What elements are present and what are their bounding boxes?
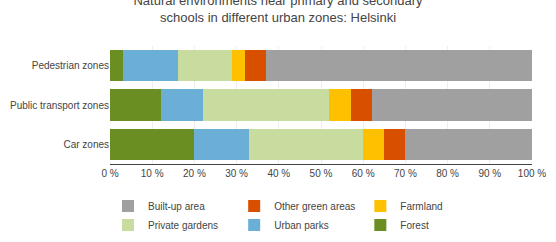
svg-text:Private gardens: Private gardens — [148, 220, 218, 231]
svg-text:Other green areas: Other green areas — [274, 201, 355, 212]
svg-text:Natural environments near prim: Natural environments near primary and se… — [133, 0, 423, 25]
svg-text:0 %: 0 % — [101, 168, 118, 179]
svg-text:Forest: Forest — [400, 220, 429, 231]
svg-text:100 %: 100 % — [518, 168, 546, 179]
svg-text:40 %: 40 % — [267, 168, 290, 179]
svg-text:60 %: 60 % — [352, 168, 375, 179]
svg-text:Pedestrian zones: Pedestrian zones — [32, 60, 109, 71]
svg-text:50 %: 50 % — [310, 168, 333, 179]
svg-text:Farmland: Farmland — [400, 201, 442, 212]
svg-text:90 %: 90 % — [478, 168, 501, 179]
svg-text:30 %: 30 % — [225, 168, 248, 179]
svg-text:80 %: 80 % — [436, 168, 459, 179]
svg-text:Public transport zones: Public transport zones — [10, 100, 109, 111]
svg-text:Urban parks: Urban parks — [274, 220, 328, 231]
svg-text:70 %: 70 % — [394, 168, 417, 179]
svg-text:10 %: 10 % — [141, 168, 164, 179]
svg-text:20 %: 20 % — [183, 168, 206, 179]
svg-text:Car zones: Car zones — [63, 139, 109, 150]
svg-text:Built-up area: Built-up area — [148, 201, 205, 212]
